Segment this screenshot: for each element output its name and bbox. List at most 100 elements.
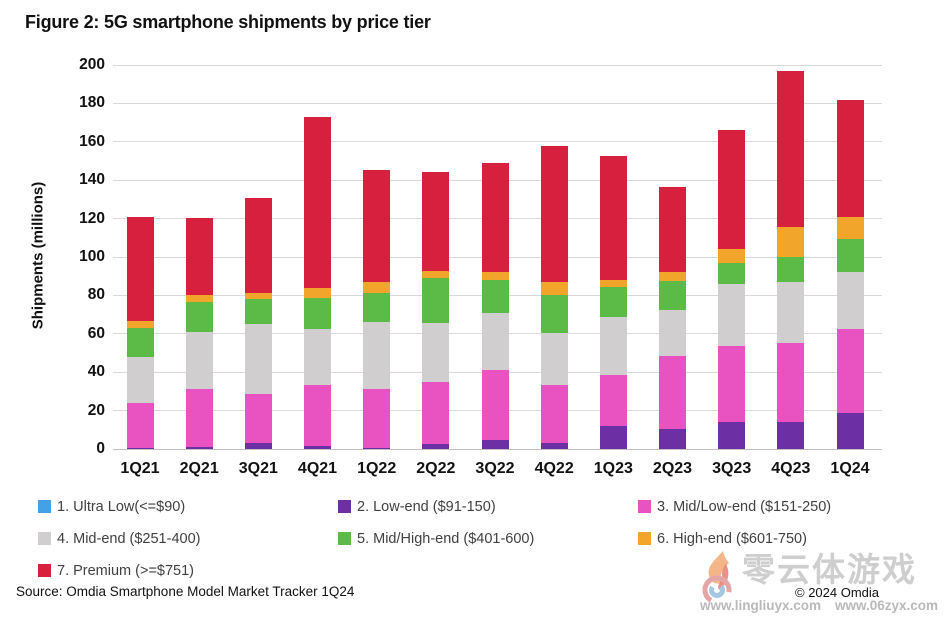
legend-label: 4. Mid-end ($251-400)	[57, 530, 201, 547]
x-tick-label: 4Q22	[534, 460, 574, 477]
gridline	[113, 141, 882, 143]
bar-segment	[659, 428, 686, 449]
bar-segment	[185, 447, 213, 449]
bar-segment	[540, 443, 568, 449]
bar-segment	[599, 317, 627, 376]
bar-segment	[126, 328, 154, 357]
bar-segment	[481, 440, 509, 449]
bar-segment	[422, 323, 450, 382]
bar-segment	[777, 281, 805, 344]
bar-segment	[363, 322, 391, 390]
bar-segment	[836, 99, 864, 217]
legend-item: 1. Ultra Low(<=$90)	[38, 496, 338, 517]
bar-segment	[185, 217, 213, 296]
bar-segment	[659, 186, 686, 273]
x-tick-label: 4Q23	[771, 460, 811, 477]
x-tick-label: 2Q21	[179, 460, 219, 477]
watermark-url-1: www.lingliuyx.com	[700, 598, 822, 613]
x-tick-label: 2Q23	[652, 460, 693, 477]
legend-swatch	[38, 532, 51, 545]
bar-segment	[659, 281, 686, 310]
y-tick-label: 80	[87, 286, 105, 304]
y-tick-label: 160	[79, 132, 105, 150]
bar-segment	[244, 324, 272, 395]
bar-segment	[422, 171, 450, 272]
copyright-text: © 2024 Omdia	[795, 585, 880, 600]
x-tick-label: 3Q21	[238, 460, 278, 477]
x-tick-label: 1Q21	[120, 460, 160, 477]
legend-swatch	[38, 564, 51, 577]
bar-segment	[836, 272, 864, 329]
bar-segment	[185, 302, 213, 332]
y-tick-label: 120	[79, 209, 105, 227]
bar-segment	[718, 346, 746, 423]
legend-item: 2. Low-end ($91-150)	[338, 496, 638, 517]
source-text: Source: Omdia Smartphone Model Market Tr…	[16, 584, 355, 599]
bar-segment	[244, 299, 272, 325]
bar-segment	[422, 271, 450, 279]
gridline	[113, 102, 882, 104]
y-tick-label: 60	[87, 324, 105, 342]
bar-segment	[481, 280, 509, 313]
bar-segment	[422, 381, 450, 445]
bar-segment	[304, 384, 331, 447]
bar-segment	[599, 286, 627, 318]
legend-swatch	[638, 532, 651, 545]
bar-segment	[540, 295, 568, 333]
legend-label: 6. High-end ($601-750)	[657, 530, 807, 547]
bar-segment	[659, 355, 686, 429]
legend-label: 2. Low-end ($91-150)	[357, 498, 496, 515]
bar-segment	[363, 448, 391, 449]
bar-segment	[481, 370, 509, 441]
bar-segment	[718, 249, 746, 263]
bar-segment	[718, 262, 746, 284]
x-tick-label: 1Q23	[593, 460, 633, 477]
bar-segment	[481, 272, 509, 281]
bar-segment	[126, 321, 154, 329]
bar-segment	[363, 389, 391, 449]
bar-segment	[126, 448, 154, 449]
bar-segment	[244, 292, 272, 300]
bar-segment	[185, 331, 213, 389]
bar-segment	[244, 443, 272, 449]
legend-swatch	[638, 500, 651, 513]
bar-segment	[599, 425, 627, 449]
bar-segment	[777, 257, 805, 282]
bar-segment	[777, 70, 805, 228]
watermark-text: 零云体游戏	[742, 551, 917, 588]
legend: 1. Ultra Low(<=$90) 2. Low-end ($91-150) 3…	[38, 496, 918, 581]
bar-segment	[718, 130, 746, 250]
legend-swatch	[38, 500, 51, 513]
figure-title: Figure 2: 5G smartphone shipments by pri…	[25, 12, 431, 32]
bar-segment	[659, 309, 686, 356]
bar-segment	[836, 329, 864, 413]
bar-segment	[836, 412, 864, 449]
bar-segment	[304, 446, 331, 449]
legend-item: 3. Mid/Low-end ($151-250)	[638, 496, 918, 517]
bar-segment	[540, 281, 568, 296]
legend-label: 3. Mid/Low-end ($151-250)	[657, 498, 832, 515]
bar-segment	[777, 422, 805, 449]
flame-swirl-logo-icon	[702, 551, 732, 605]
y-tick-label: 20	[87, 401, 105, 419]
bar-segment	[126, 356, 154, 403]
legend-item: 6. High-end ($601-750)	[638, 528, 918, 549]
bar-segment	[540, 384, 568, 444]
y-tick-label: 40	[87, 363, 105, 381]
y-tick-label: 0	[96, 440, 105, 457]
x-tick-label: 3Q23	[712, 460, 752, 477]
y-tick-label: 100	[79, 248, 105, 265]
bar-segment	[304, 298, 331, 329]
bar-segment	[304, 329, 331, 385]
legend-label: 1. Ultra Low(<=$90)	[57, 498, 186, 515]
bar-segment	[718, 422, 746, 449]
legend-item: 4. Mid-end ($251-400)	[38, 528, 338, 549]
gridline	[113, 64, 882, 66]
legend-label: 7. Premium (>=$751)	[57, 562, 195, 579]
bar-segment	[599, 280, 627, 287]
legend-item: 5. Mid/High-end ($401-600)	[338, 528, 638, 549]
bar-segment	[599, 375, 627, 426]
gridline	[113, 448, 882, 450]
bar-segment	[304, 116, 331, 288]
